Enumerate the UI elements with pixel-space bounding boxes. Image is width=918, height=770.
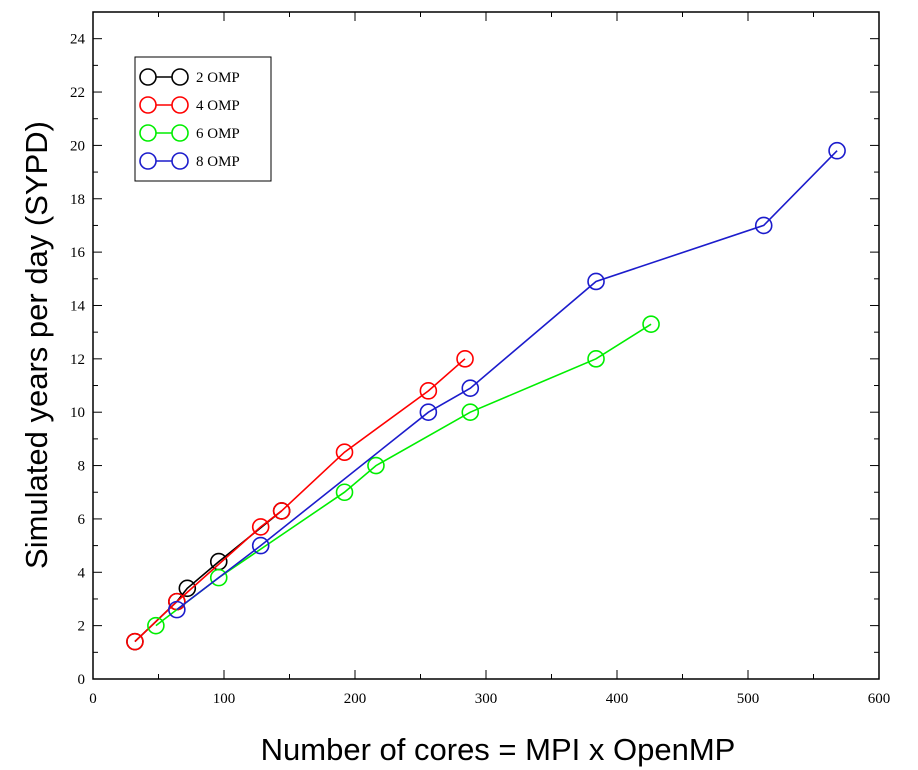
data-point (461, 403, 480, 422)
series-3 (168, 141, 846, 619)
data-point (419, 403, 438, 422)
data-point (209, 568, 228, 587)
legend-entry: 6 OMP (139, 124, 240, 142)
data-point (587, 350, 605, 368)
legend-marker (139, 124, 157, 142)
y-tick-label: 0 (78, 672, 86, 688)
legend-marker (139, 96, 157, 114)
legend-marker (171, 68, 189, 86)
series-line (155, 323, 652, 627)
data-point (335, 483, 354, 502)
legend-entry: 8 OMP (139, 152, 240, 170)
legend-label: 8 OMP (196, 154, 240, 170)
x-tick-label: 100 (213, 691, 236, 707)
x-tick-label: 200 (344, 691, 367, 707)
y-tick-label: 6 (78, 512, 86, 528)
legend-entry: 2 OMP (139, 68, 240, 86)
y-tick-label: 20 (70, 138, 85, 154)
data-point (168, 600, 186, 619)
data-point (367, 456, 385, 475)
x-tick-label: 0 (89, 691, 97, 707)
y-tick-label: 18 (70, 192, 85, 208)
data-point (642, 315, 660, 333)
data-point (178, 579, 197, 598)
data-point (587, 272, 605, 291)
legend-marker (171, 124, 189, 142)
y-tick-label: 2 (78, 619, 86, 635)
y-tick-label: 12 (70, 352, 85, 368)
legend-entry: 4 OMP (139, 96, 240, 114)
x-tick-label: 300 (475, 691, 498, 707)
legend-marker (171, 96, 189, 114)
data-point (251, 536, 270, 555)
legend-marker (139, 152, 157, 170)
series-layer (126, 141, 846, 651)
series-2 (147, 315, 660, 635)
data-point (147, 616, 165, 635)
y-tick-label: 8 (78, 459, 86, 475)
legend-label: 6 OMP (196, 126, 240, 142)
series-line (134, 510, 283, 643)
legend-marker (171, 152, 189, 170)
y-tick-label: 24 (70, 32, 86, 48)
y-tick-label: 16 (70, 245, 86, 261)
data-point (126, 632, 144, 651)
y-tick-label: 22 (70, 85, 85, 101)
data-point (754, 216, 773, 235)
series-1 (126, 350, 474, 651)
x-tick-label: 600 (868, 691, 891, 707)
x-axis-title: Number of cores = MPI x OpenMP (261, 732, 736, 767)
data-point (419, 382, 438, 400)
legend-marker (139, 68, 157, 86)
series-0 (126, 502, 291, 651)
data-point (828, 141, 846, 160)
x-tick-label: 400 (606, 691, 629, 707)
data-point (272, 502, 291, 520)
y-tick-label: 4 (78, 565, 86, 581)
data-point (456, 350, 474, 368)
series-line (176, 150, 838, 611)
y-axis-title: Simulated years per day (SYPD) (19, 121, 54, 569)
data-point (461, 379, 480, 397)
legend-label: 2 OMP (196, 70, 240, 86)
y-tick-label: 10 (70, 405, 85, 421)
legend-label: 4 OMP (196, 98, 240, 114)
y-tick-label: 14 (70, 298, 86, 314)
data-point (335, 443, 354, 462)
legend: 2 OMP 4 OMP 6 OMP 8 OMP (134, 56, 272, 182)
x-tick-label: 500 (737, 691, 760, 707)
data-point (251, 518, 270, 536)
